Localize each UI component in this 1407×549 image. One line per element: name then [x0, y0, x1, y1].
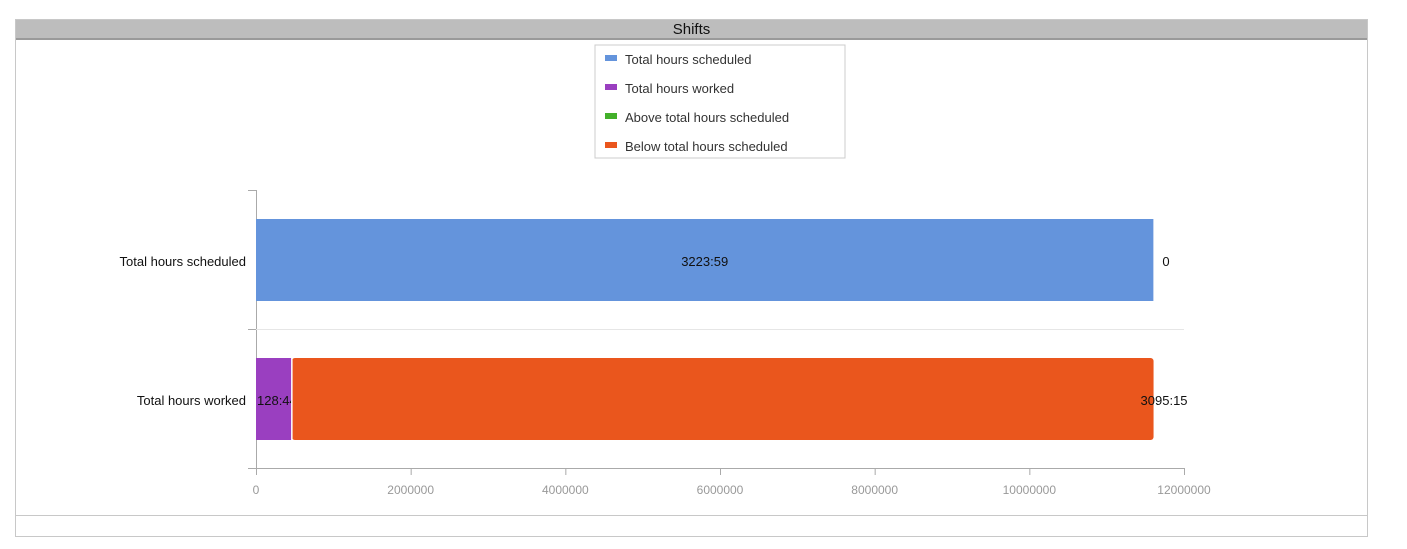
x-tick-label: 4000000 [542, 483, 589, 497]
x-tick-label: 2000000 [387, 483, 434, 497]
x-tick-label: 8000000 [851, 483, 898, 497]
panel-footer-divider [16, 515, 1367, 516]
panel-title: Shifts [16, 20, 1367, 40]
legend-swatch [605, 84, 617, 90]
legend-label: Below total hours scheduled [625, 139, 788, 154]
legend-label: Total hours worked [625, 81, 734, 96]
category-label: Total hours worked [137, 393, 246, 408]
x-tick-label: 10000000 [1003, 483, 1057, 497]
bar-segment [291, 358, 1154, 440]
bar-segment [256, 358, 292, 440]
x-tick-label: 12000000 [1157, 483, 1211, 497]
legend-box [594, 44, 846, 159]
bar-value-label: 128:44 [257, 393, 297, 408]
bar-value-label: 3223:59 [681, 254, 728, 269]
category-label: Total hours scheduled [120, 254, 246, 269]
legend-swatch [605, 113, 617, 119]
bar-segment [256, 219, 1154, 301]
legend-label: Above total hours scheduled [625, 110, 789, 125]
x-tick-label: 6000000 [697, 483, 744, 497]
legend-label: Total hours scheduled [625, 52, 751, 67]
legend-swatch [605, 142, 617, 148]
bar-end-label: 0 [1162, 254, 1169, 269]
x-tick-label: 0 [253, 483, 260, 497]
legend-swatch [605, 55, 617, 61]
bar-value-label: 3095:15 [1141, 393, 1188, 408]
